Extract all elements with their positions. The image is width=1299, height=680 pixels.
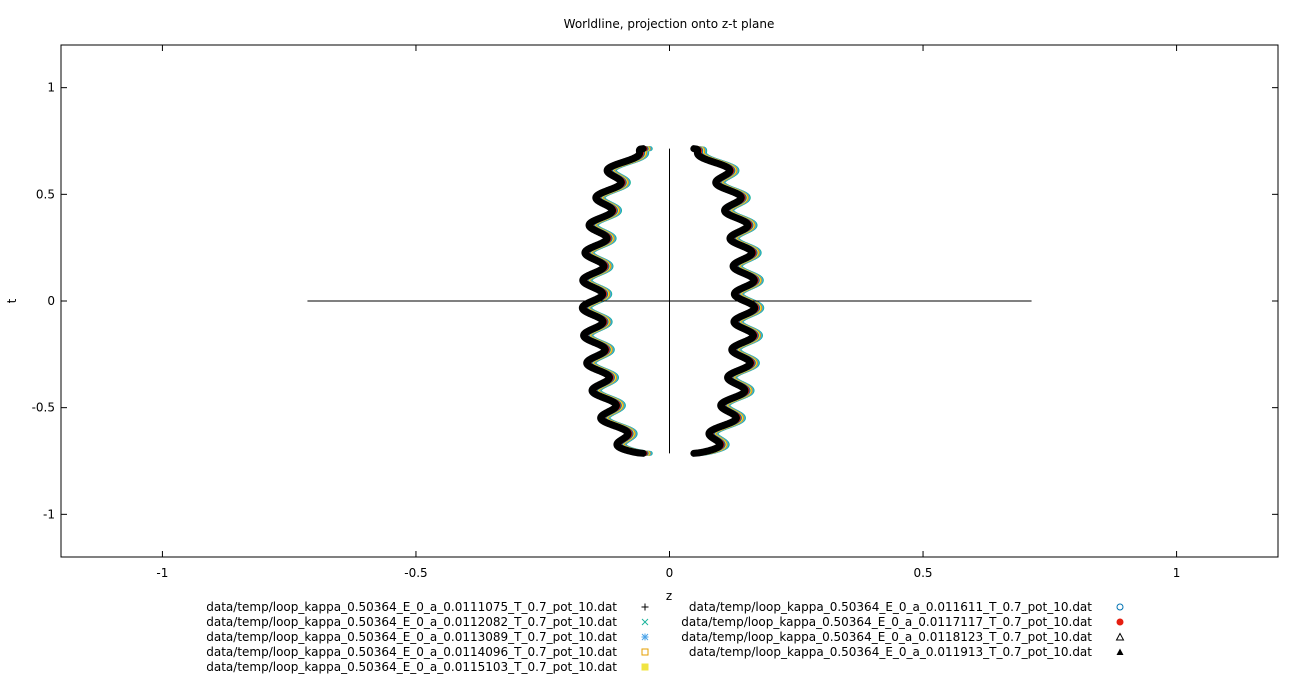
x-tick-label: 0 bbox=[666, 566, 674, 580]
chart-title: Worldline, projection onto z-t plane bbox=[564, 17, 775, 31]
legend-marker bbox=[641, 663, 649, 671]
y-tick-label: 1 bbox=[47, 81, 55, 95]
x-tick-label: 0.5 bbox=[913, 566, 932, 580]
legend-marker bbox=[1116, 618, 1124, 626]
legend-label: data/temp/loop_kappa_0.50364_E_0_a_0.011… bbox=[206, 645, 617, 659]
legend-item: data/temp/loop_kappa_0.50364_E_0_a_0.011… bbox=[206, 660, 649, 674]
legend-marker bbox=[1116, 648, 1124, 655]
legend-label: data/temp/loop_kappa_0.50364_E_0_a_0.011… bbox=[689, 645, 1092, 659]
zero-axes bbox=[307, 148, 1032, 454]
legend-label: data/temp/loop_kappa_0.50364_E_0_a_0.011… bbox=[206, 600, 617, 614]
legend-marker bbox=[641, 633, 649, 641]
legend-marker bbox=[1116, 603, 1124, 611]
legend-label: data/temp/loop_kappa_0.50364_E_0_a_0.011… bbox=[206, 660, 617, 674]
legend-item: data/temp/loop_kappa_0.50364_E_0_a_0.011… bbox=[206, 645, 649, 659]
x-tick-label: -1 bbox=[156, 566, 168, 580]
legend-label: data/temp/loop_kappa_0.50364_E_0_a_0.011… bbox=[681, 630, 1092, 644]
legend-item: data/temp/loop_kappa_0.50364_E_0_a_0.011… bbox=[206, 630, 649, 644]
y-tick-label: 0 bbox=[47, 294, 55, 308]
legend-marker bbox=[1115, 632, 1125, 641]
y-tick-label: 0.5 bbox=[36, 187, 55, 201]
legend: data/temp/loop_kappa_0.50364_E_0_a_0.011… bbox=[206, 600, 1125, 674]
legend-item: data/temp/loop_kappa_0.50364_E_0_a_0.011… bbox=[689, 645, 1124, 659]
legend-label: data/temp/loop_kappa_0.50364_E_0_a_0.011… bbox=[681, 615, 1092, 629]
y-tick-label: -0.5 bbox=[32, 401, 55, 415]
x-axis-ticks: -1 -0.5 0 0.5 1 bbox=[156, 45, 1180, 580]
y-axis-ticks: -1 -0.5 0 0.5 1 bbox=[32, 81, 1278, 521]
legend-item: data/temp/loop_kappa_0.50364_E_0_a_0.011… bbox=[689, 600, 1124, 614]
legend-item: data/temp/loop_kappa_0.50364_E_0_a_0.011… bbox=[206, 600, 649, 614]
x-tick-label: -0.5 bbox=[404, 566, 427, 580]
legend-marker bbox=[641, 648, 649, 656]
legend-label: data/temp/loop_kappa_0.50364_E_0_a_0.011… bbox=[206, 630, 617, 644]
legend-marker bbox=[641, 603, 649, 611]
x-tick-label: 1 bbox=[1173, 566, 1181, 580]
y-axis-label: t bbox=[5, 298, 19, 303]
legend-item: data/temp/loop_kappa_0.50364_E_0_a_0.011… bbox=[206, 615, 649, 629]
y-tick-label: -1 bbox=[43, 507, 55, 521]
legend-marker bbox=[641, 618, 649, 626]
legend-item: data/temp/loop_kappa_0.50364_E_0_a_0.011… bbox=[681, 615, 1124, 629]
legend-item: data/temp/loop_kappa_0.50364_E_0_a_0.011… bbox=[681, 630, 1125, 644]
legend-label: data/temp/loop_kappa_0.50364_E_0_a_0.011… bbox=[206, 615, 617, 629]
x-axis-label: z bbox=[666, 589, 672, 603]
legend-label: data/temp/loop_kappa_0.50364_E_0_a_0.011… bbox=[689, 600, 1092, 614]
